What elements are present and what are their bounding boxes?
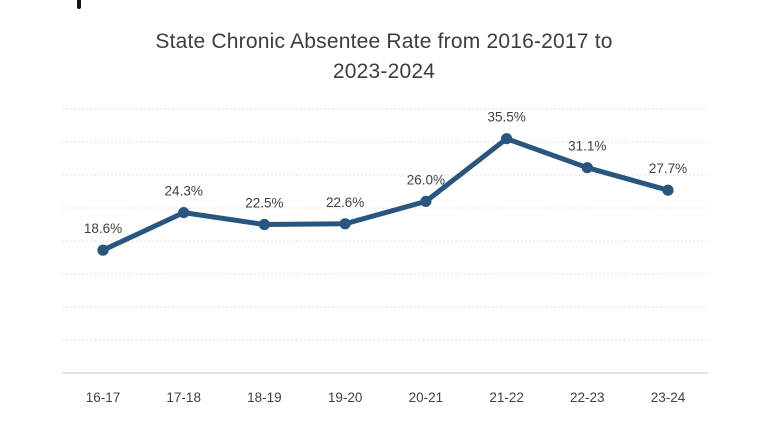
data-point-marker — [97, 244, 109, 256]
x-axis-tick-label: 23-24 — [651, 390, 686, 405]
x-axis-tick-label: 19-20 — [328, 390, 363, 405]
data-label: 22.6% — [326, 195, 364, 210]
data-point-marker — [420, 195, 432, 207]
x-axis-tick-label: 21-22 — [489, 390, 524, 405]
chart-title-line-2: 2023-2024 — [332, 60, 436, 83]
data-point-marker — [258, 218, 270, 231]
x-axis-tick-label: 22-23 — [570, 390, 605, 405]
data-label: 18.6% — [84, 221, 122, 236]
data-label: 35.5% — [487, 110, 525, 125]
x-axis-tick-label: 18-19 — [247, 390, 282, 405]
data-label: 31.1% — [568, 139, 606, 154]
data-label: 26.0% — [407, 172, 445, 187]
data-point-marker — [178, 207, 190, 219]
data-label: 22.5% — [245, 196, 283, 211]
x-axis-tick-label: 17-18 — [166, 390, 201, 405]
cropped-text-glyph-artifact — [77, 0, 81, 9]
data-label: 24.3% — [165, 184, 203, 199]
data-label: 27.7% — [649, 161, 687, 176]
data-point-marker — [339, 218, 351, 230]
series-line — [100, 136, 671, 253]
data-point-marker — [581, 162, 593, 174]
chart-title: State Chronic Absentee Rate from 2016-20… — [0, 27, 768, 87]
data-point-marker — [501, 133, 513, 145]
chart-title-line-1: State Chronic Absentee Rate from 2016-20… — [155, 30, 613, 53]
x-axis-tick-label: 16-17 — [86, 390, 121, 405]
data-point-marker — [662, 184, 674, 196]
x-axis-tick-label: 20-21 — [409, 390, 444, 405]
